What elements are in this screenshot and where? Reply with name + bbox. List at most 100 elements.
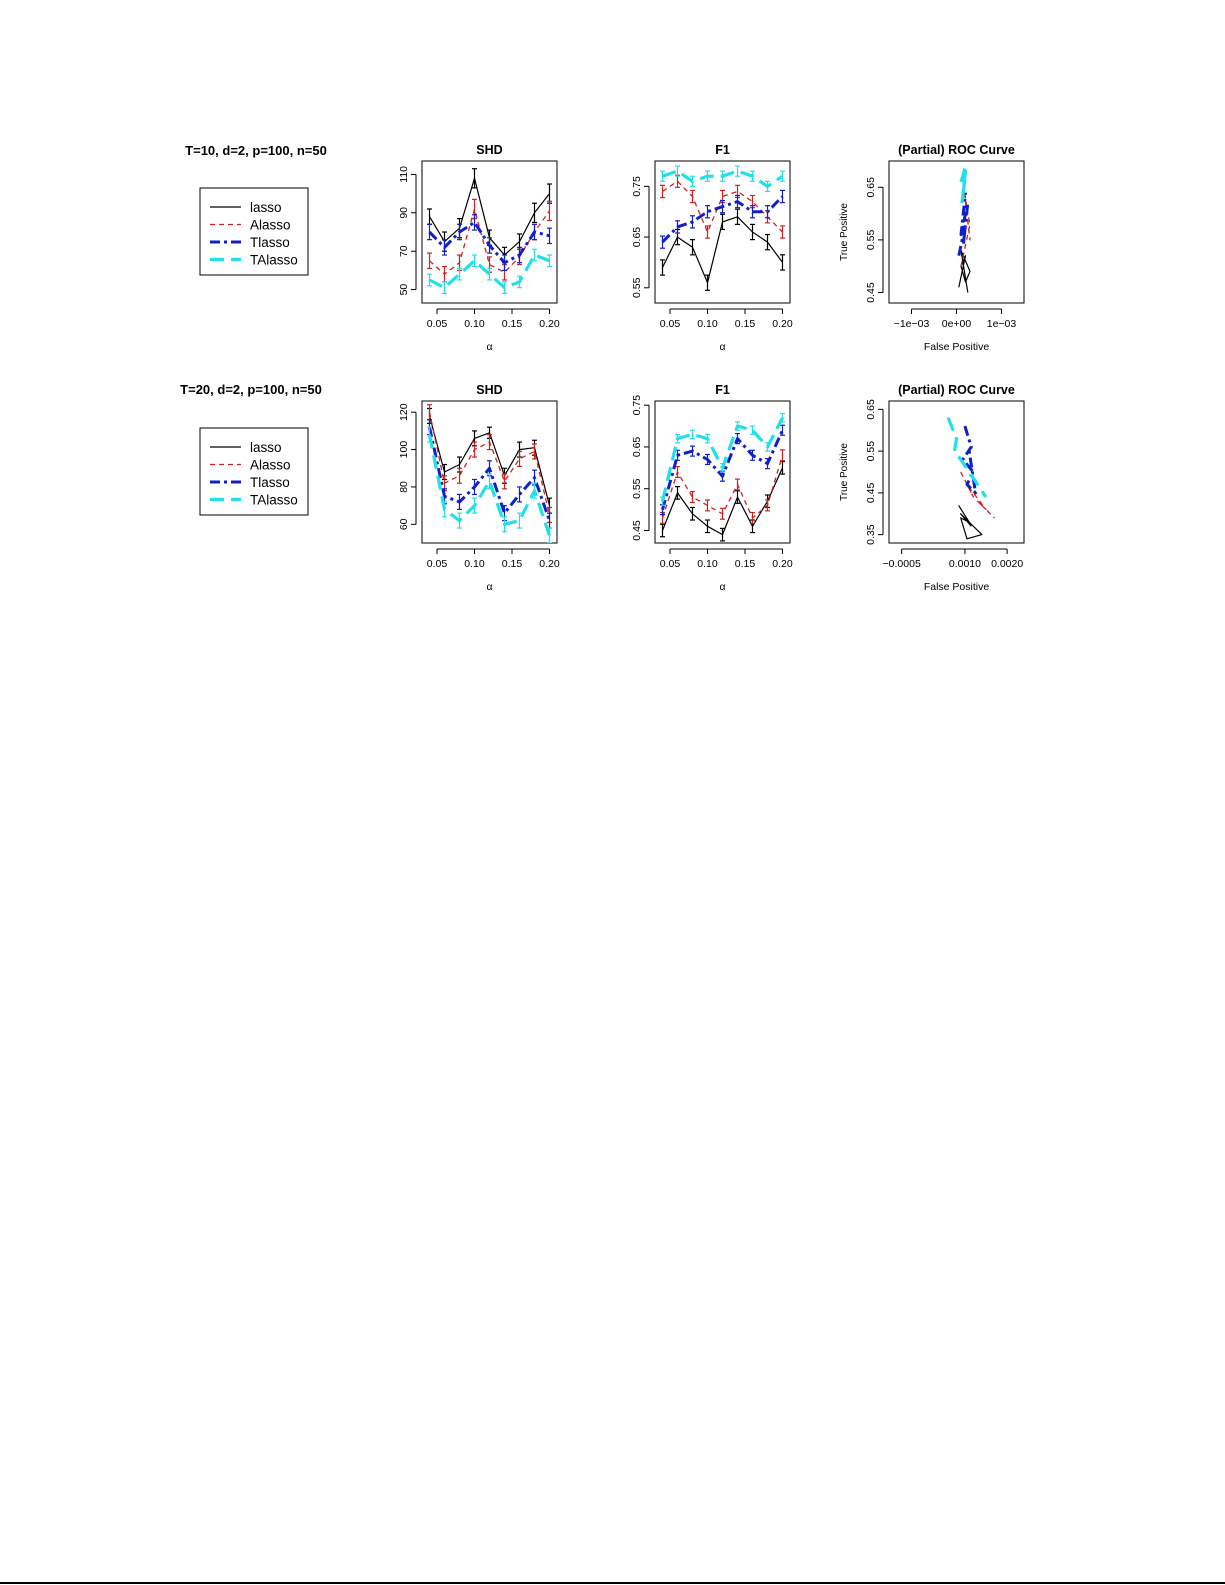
plot-frame — [888, 400, 1025, 544]
panel-title: (Partial) ROC Curve — [898, 383, 1015, 397]
error-bar-tlasso — [735, 432, 740, 445]
error-bar-talasso — [427, 426, 432, 443]
legend-label-tlasso: Tlasso — [250, 475, 290, 490]
error-bar-alasso — [487, 434, 492, 451]
error-bar-alasso — [427, 404, 432, 421]
error-bar-lasso — [705, 519, 710, 534]
error-bar-lasso — [660, 523, 665, 538]
x-tick-label: 0e+00 — [942, 318, 972, 330]
error-bar-lasso — [750, 223, 755, 241]
legend-row-2: lasso Alasso Tlasso TAlasso — [199, 427, 309, 516]
panel-1-shd: SHD 0.05 0.10 0.15 0.20 α 50 70 90 110 — [398, 143, 560, 353]
plot-area — [427, 168, 552, 295]
panel-title: F1 — [715, 383, 730, 397]
error-bar-talasso — [750, 425, 755, 436]
panel-4-shd: SHD 0.05 0.10 0.15 0.20 α 60 80 100 120 — [398, 383, 560, 593]
series-line-lasso — [958, 505, 983, 540]
error-bar-tlasso — [457, 223, 462, 241]
x-tick-label: 0.15 — [735, 318, 756, 330]
error-bar-tlasso — [427, 223, 432, 241]
y-tick-label: 110 — [398, 166, 410, 183]
y-tick-label: 0.45 — [865, 282, 877, 303]
error-bar-tlasso — [735, 194, 740, 209]
error-bar-alasso — [427, 252, 432, 270]
error-bar-talasso — [457, 512, 462, 529]
y-tick-label: 0.65 — [865, 399, 877, 420]
error-bar-lasso — [660, 259, 665, 276]
error-bar-talasso — [517, 512, 522, 529]
setting-label-row-1: T=10, d=2, p=100, n=50 — [185, 143, 327, 158]
error-bar-talasso — [547, 254, 552, 268]
plot-frame — [654, 160, 791, 304]
error-bar-tlasso — [547, 227, 552, 245]
setting-label-row-2: T=20, d=2, p=100, n=50 — [180, 382, 322, 397]
series-line-tlasso — [957, 192, 970, 257]
error-bar-alasso — [780, 449, 785, 462]
error-bar-tlasso — [765, 458, 770, 470]
error-bar-talasso — [675, 165, 680, 177]
error-bar-tlasso — [780, 424, 785, 436]
error-bar-talasso — [660, 496, 665, 507]
x-tick-label: 0.15 — [735, 558, 756, 570]
legend-label-talasso: TAlasso — [250, 253, 298, 268]
plot-area — [946, 417, 995, 540]
y-tick-label: 0.65 — [631, 437, 643, 458]
error-bar-talasso — [457, 267, 462, 281]
error-bar-tlasso — [472, 478, 477, 496]
error-bar-talasso — [735, 165, 740, 177]
error-bar-lasso — [765, 233, 770, 251]
error-bar-alasso — [532, 443, 537, 460]
error-bar-tlasso — [517, 246, 522, 264]
y-tick-label: 0.55 — [631, 277, 643, 298]
panel-title: SHD — [476, 143, 502, 157]
error-bar-talasso — [532, 248, 537, 262]
legend-label-lasso: lasso — [250, 440, 282, 455]
error-bar-talasso — [720, 170, 725, 182]
series-line-talasso — [660, 416, 784, 502]
chart-panels: SHD 0.05 0.10 0.15 0.20 α 50 70 90 110 F1 0.05 0.10 0… — [398, 143, 1025, 593]
error-bar-talasso — [705, 433, 710, 444]
error-bar-talasso — [502, 516, 507, 533]
series-line-talasso — [946, 417, 988, 498]
error-bar-talasso — [442, 281, 447, 295]
error-bar-lasso — [735, 490, 740, 504]
y-tick-label: 0.65 — [865, 177, 877, 198]
error-bar-tlasso — [472, 214, 477, 231]
series-line-tlasso — [961, 425, 977, 495]
error-bar-talasso — [442, 501, 447, 518]
error-bar-lasso — [780, 254, 785, 271]
plot-area — [660, 165, 785, 291]
x-axis-label: α — [486, 341, 492, 353]
error-bar-alasso — [675, 465, 680, 479]
page-bottom-rule — [0, 1582, 1225, 1584]
error-bar-lasso — [675, 486, 680, 500]
error-bar-alasso — [705, 499, 710, 512]
x-tick-label: 0.0010 — [949, 558, 981, 570]
x-axis-label: α — [486, 581, 492, 593]
error-bar-tlasso — [660, 235, 665, 249]
error-bar-talasso — [472, 254, 477, 268]
error-bar-tlasso — [690, 445, 695, 457]
legend-label-alasso: Alasso — [250, 458, 291, 473]
error-bar-talasso — [765, 442, 770, 452]
error-bar-tlasso — [517, 486, 522, 503]
y-tick-label: 0.55 — [631, 478, 643, 499]
series-line-alasso — [662, 180, 783, 233]
plot-frame — [421, 400, 558, 544]
error-bar-alasso — [750, 511, 755, 524]
error-bar-tlasso — [502, 254, 507, 271]
error-bar-alasso — [502, 473, 507, 490]
error-bar-lasso — [690, 506, 695, 521]
y-tick-label: 90 — [398, 207, 410, 219]
legend-label-alasso: Alasso — [250, 218, 291, 233]
error-bar-alasso — [690, 491, 695, 504]
x-axis-label: False Positive — [924, 581, 990, 593]
x-tick-label: 0.10 — [697, 558, 718, 570]
error-bar-tlasso — [532, 223, 537, 241]
error-bar-alasso — [765, 499, 770, 512]
panel-2-f1: F1 0.05 0.10 0.15 0.20 α 0.55 0.65 0.75 — [631, 143, 793, 353]
x-tick-label: 0.10 — [464, 558, 485, 570]
error-bar-alasso — [660, 184, 665, 199]
error-bar-talasso — [750, 170, 755, 182]
